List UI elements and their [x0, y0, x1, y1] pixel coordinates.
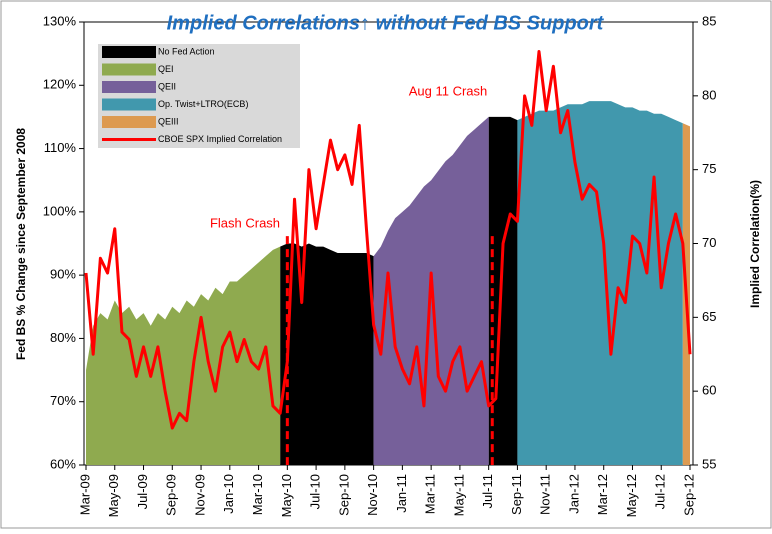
y2-tick-label: 80 — [702, 87, 716, 102]
y-tick-label: 100% — [43, 203, 77, 218]
legend-swatch — [102, 63, 156, 76]
annotation: Flash Crash — [210, 215, 280, 230]
legend-box — [98, 44, 300, 148]
line — [84, 50, 692, 430]
x-tick-label: Jan-10 — [221, 474, 236, 514]
x-tick-label: May-12 — [624, 474, 639, 517]
area — [280, 243, 374, 465]
legend: No Fed Action QEI QEII Op. Twist+LTRO(ECB) Q… — [98, 44, 300, 148]
y2-tick-label: 85 — [702, 13, 716, 28]
x-tick-label: Mar-11 — [423, 474, 438, 514]
y-tick-label: 90% — [50, 267, 76, 282]
legend-label: No Fed Action — [158, 46, 215, 56]
legend-label: QEIII — [158, 116, 179, 126]
y-tick-label: 130% — [43, 13, 77, 28]
x-tick-label: Sep-12 — [681, 474, 696, 516]
legend-label: QEII — [158, 81, 176, 91]
y2-tick-label: 55 — [702, 456, 716, 471]
y2-tick-label: 60 — [702, 383, 716, 398]
x-tick-label: May-11 — [451, 474, 466, 516]
y2-tick-label: 65 — [702, 309, 716, 324]
x-tick-label: Nov-09 — [192, 474, 207, 516]
x-tick-label: Mar-10 — [250, 474, 265, 515]
annotation: Aug 11 Crash — [409, 83, 488, 98]
area — [517, 101, 683, 465]
y2-tick-label: 75 — [702, 161, 716, 176]
x-tick-label: Sep-11 — [509, 474, 524, 515]
x-tick-label: Jul-12 — [653, 474, 668, 509]
x-tick-label: Sep-10 — [336, 474, 351, 516]
legend-swatch — [102, 46, 156, 58]
y-axis-label: Fed BS % Change since September 2008 — [14, 128, 28, 360]
x-tick-label: Jul-11 — [480, 474, 495, 508]
x-tick-label: Sep-09 — [164, 474, 179, 516]
y-tick-label: 70% — [50, 393, 76, 408]
x-tick-label: Nov-10 — [365, 474, 380, 516]
legend-swatch — [102, 81, 156, 93]
legend-label: Op. Twist+LTRO(ECB) — [158, 99, 248, 109]
x-tick-label: Nov-11 — [538, 474, 553, 515]
x-tick-label: May-10 — [279, 474, 294, 517]
x-tick-label: Mar-12 — [595, 474, 610, 515]
y2-axis-label: Implied Correlation(%) — [748, 180, 762, 308]
legend-label: CBOE SPX Implied Correlation — [158, 134, 282, 144]
plot-area — [83, 21, 694, 466]
y2-tick-label: 70 — [702, 235, 716, 250]
chart-title: Implied Correlations↑ without Fed BS Sup… — [167, 12, 605, 34]
x-tick-label: Jan-12 — [566, 474, 581, 514]
y-tick-label: 60% — [50, 456, 76, 471]
y-tick-label: 80% — [50, 330, 76, 345]
legend-swatch — [102, 98, 156, 111]
x-tick-label: Jul-09 — [135, 474, 150, 509]
area — [86, 246, 281, 465]
x-tick-label: Jul-10 — [308, 474, 323, 509]
y-tick-label: 110% — [44, 140, 77, 155]
legend-label: QEI — [158, 64, 174, 74]
legend-swatch — [102, 116, 156, 128]
x-tick-label: Jan-11 — [394, 474, 409, 513]
x-tick-label: May-09 — [106, 474, 121, 517]
y-tick-label: 120% — [43, 77, 77, 92]
x-tick-label: Mar-09 — [77, 474, 92, 515]
